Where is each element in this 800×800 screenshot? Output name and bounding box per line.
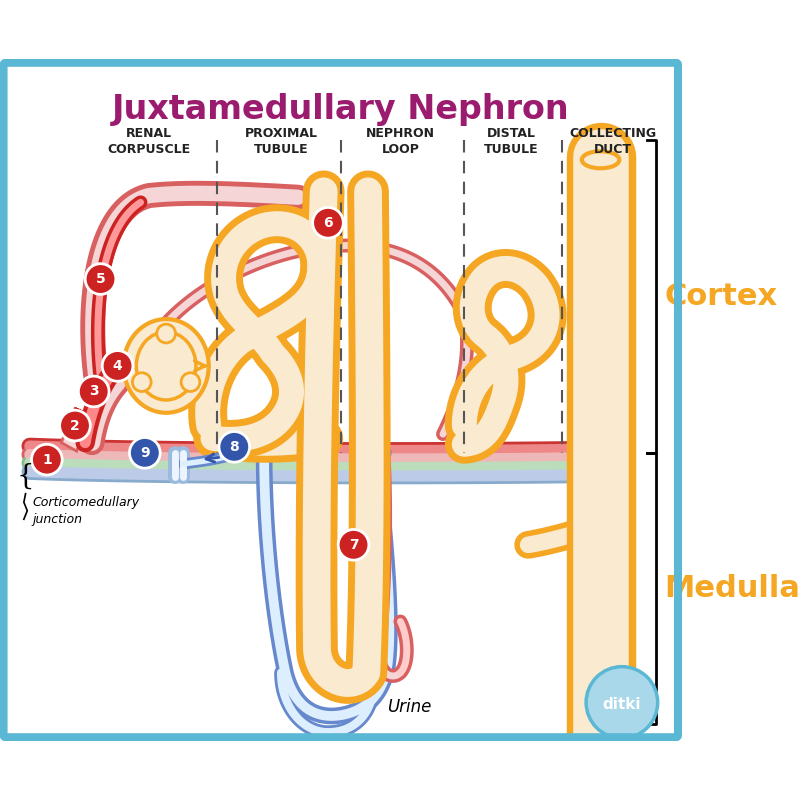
Text: NEPHRON
LOOP: NEPHRON LOOP	[366, 127, 435, 156]
Text: {: {	[17, 463, 34, 490]
Circle shape	[586, 666, 658, 738]
Text: 8: 8	[230, 440, 239, 454]
Ellipse shape	[123, 319, 209, 413]
Text: 9: 9	[140, 446, 150, 460]
Text: 6: 6	[323, 216, 333, 230]
Text: Urine: Urine	[386, 698, 431, 716]
Text: 2: 2	[70, 418, 80, 433]
Circle shape	[60, 410, 90, 441]
Text: PROXIMAL
TUBULE: PROXIMAL TUBULE	[245, 127, 318, 156]
Circle shape	[78, 376, 109, 407]
Ellipse shape	[582, 151, 619, 168]
Text: 3: 3	[89, 385, 98, 398]
Text: Cortex: Cortex	[665, 282, 778, 310]
Ellipse shape	[157, 324, 175, 343]
Circle shape	[338, 530, 369, 560]
Text: RENAL
CORPUSCLE: RENAL CORPUSCLE	[107, 127, 190, 156]
Polygon shape	[75, 409, 101, 422]
Ellipse shape	[133, 373, 151, 391]
Circle shape	[85, 264, 116, 294]
Text: ditki: ditki	[602, 698, 641, 713]
Text: 4: 4	[113, 359, 122, 373]
Text: 1: 1	[42, 453, 52, 466]
Polygon shape	[62, 409, 90, 451]
Circle shape	[313, 207, 343, 238]
Circle shape	[102, 350, 133, 382]
Text: 5: 5	[96, 272, 106, 286]
Text: Corticomedullary
junction: Corticomedullary junction	[32, 496, 139, 526]
Text: Juxtamedullary Nephron: Juxtamedullary Nephron	[112, 94, 570, 126]
Ellipse shape	[136, 332, 196, 400]
Circle shape	[130, 438, 160, 468]
Text: 7: 7	[349, 538, 358, 552]
Circle shape	[31, 444, 62, 475]
Ellipse shape	[181, 373, 200, 391]
Text: DISTAL
TUBULE: DISTAL TUBULE	[484, 127, 538, 156]
Circle shape	[219, 431, 250, 462]
Text: COLLECTING
DUCT: COLLECTING DUCT	[570, 127, 657, 156]
Text: Medulla: Medulla	[665, 574, 800, 602]
